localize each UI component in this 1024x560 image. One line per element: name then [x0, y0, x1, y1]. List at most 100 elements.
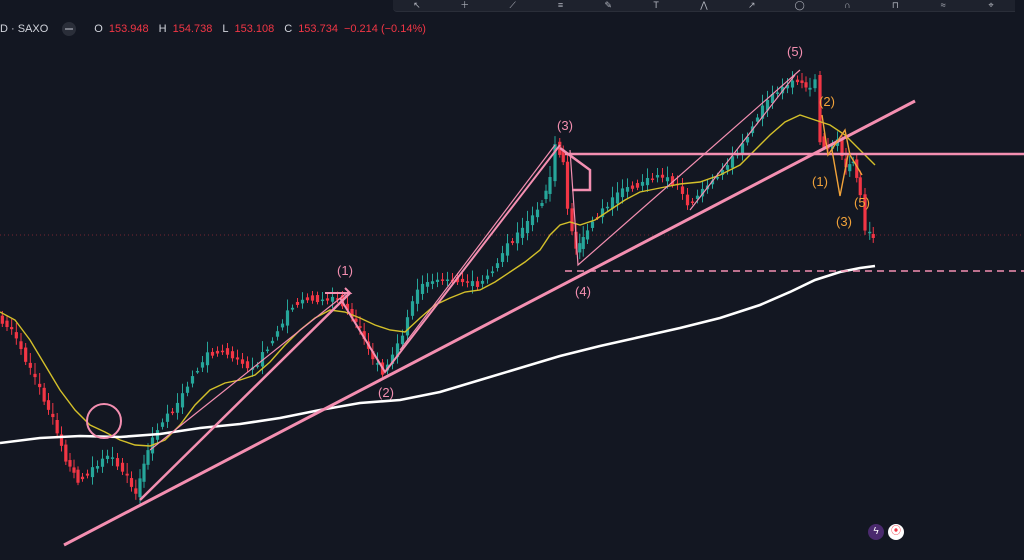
pink-arrow-1 — [325, 287, 353, 294]
prediction-icon[interactable]: ↗ — [748, 0, 756, 10]
record-icon[interactable] — [888, 524, 904, 540]
pink-channel-2 — [399, 144, 556, 351]
candle-body — [790, 80, 795, 88]
fib-icon[interactable]: ≡ — [557, 0, 564, 10]
candle-body — [95, 466, 100, 469]
candle-body — [645, 178, 650, 186]
pink-channel-1 — [149, 291, 349, 451]
symbol-label[interactable]: D · SAXO — [0, 23, 49, 35]
candle-body — [230, 351, 235, 359]
close-label: C — [284, 23, 293, 35]
candle-body — [710, 180, 715, 185]
candle-body — [310, 295, 315, 301]
candle-body — [548, 177, 552, 194]
delete-icon[interactable]: ⌖ — [988, 0, 994, 10]
pink-arrow-3 — [559, 146, 592, 192]
candle-body — [5, 320, 9, 328]
candle-body — [544, 190, 548, 200]
candle-body — [430, 281, 435, 284]
collapse-icon[interactable] — [62, 22, 77, 36]
candle-body — [500, 253, 505, 262]
wave-label-2: (2) — [378, 385, 394, 400]
candle-body — [205, 352, 210, 366]
candle-body — [530, 215, 535, 226]
flash-icon[interactable] — [868, 524, 884, 540]
candle-body — [190, 376, 195, 384]
pattern-icon[interactable]: ⋀ — [700, 0, 708, 10]
low-label: L — [222, 23, 229, 35]
ruler-icon[interactable]: ◯ — [794, 0, 805, 10]
high-label: H — [158, 23, 167, 35]
hide-icon[interactable]: ≈ — [940, 0, 946, 10]
crosshair-icon[interactable]: ＋ — [460, 0, 470, 10]
subwave-label-5: (5) — [854, 195, 870, 210]
candle-body — [55, 419, 59, 434]
subwave-label-3: (3) — [836, 214, 852, 229]
candle-body — [840, 138, 844, 157]
candle-body — [325, 298, 330, 301]
candle-body — [72, 467, 76, 473]
brush-icon[interactable]: ✎ — [604, 0, 613, 10]
candle-body — [210, 351, 215, 356]
candle-body — [19, 341, 23, 350]
trend-line-icon[interactable]: ⟋ — [509, 0, 516, 10]
candle-body — [848, 164, 852, 172]
lock-icon[interactable]: ⊓ — [891, 0, 899, 10]
pink-channel-3 — [689, 74, 796, 211]
pink-trendline-main — [63, 99, 916, 547]
wave-label-3: (3) — [557, 118, 573, 133]
candle-body — [134, 488, 138, 494]
candle-body — [235, 357, 240, 360]
candle-body — [745, 136, 750, 143]
candle-body — [725, 165, 730, 170]
candle-body — [10, 327, 14, 330]
candle-body — [585, 230, 590, 240]
candle-body — [362, 331, 366, 340]
candle-body — [290, 307, 295, 310]
candle-body — [14, 332, 18, 339]
candle-body — [415, 289, 420, 304]
candle-body — [285, 310, 290, 326]
candle-body — [581, 237, 585, 249]
candle-body — [240, 359, 245, 364]
candle-body — [0, 315, 4, 324]
candle-body — [120, 462, 125, 472]
candle-body — [295, 301, 300, 305]
candle-body — [170, 411, 175, 414]
candle-body — [175, 402, 180, 413]
candle-body — [868, 231, 872, 234]
pink-wave-2-3 — [339, 144, 561, 374]
candle-body — [51, 413, 55, 418]
candle-body — [660, 174, 665, 178]
magnet-icon[interactable]: ∩ — [844, 0, 851, 10]
candle-body — [510, 241, 515, 243]
candle-body — [570, 208, 574, 232]
low-value: 153.108 — [234, 23, 275, 35]
candle-body — [818, 75, 822, 143]
candle-body — [420, 283, 425, 294]
candle-body — [80, 476, 85, 480]
candle-body — [245, 361, 250, 369]
candle-body — [320, 299, 325, 302]
candle-body — [822, 136, 826, 148]
candle-body — [515, 232, 520, 244]
candle-body — [435, 279, 440, 282]
candle-body — [350, 309, 354, 318]
candle-body — [625, 187, 630, 192]
candle-body — [600, 208, 605, 218]
candle-body — [410, 301, 415, 316]
candle-body — [630, 185, 635, 189]
candle-body — [68, 460, 72, 467]
candle-body — [765, 100, 770, 111]
candle-body — [390, 354, 395, 365]
candle-body — [375, 363, 380, 365]
candle-body — [335, 298, 340, 300]
candle-body — [620, 188, 625, 198]
candle-body — [813, 79, 817, 89]
candle-body — [110, 457, 115, 459]
text-icon[interactable]: T — [653, 0, 659, 10]
candle-body — [800, 80, 804, 83]
cursor-icon[interactable]: ↖ — [413, 0, 421, 10]
